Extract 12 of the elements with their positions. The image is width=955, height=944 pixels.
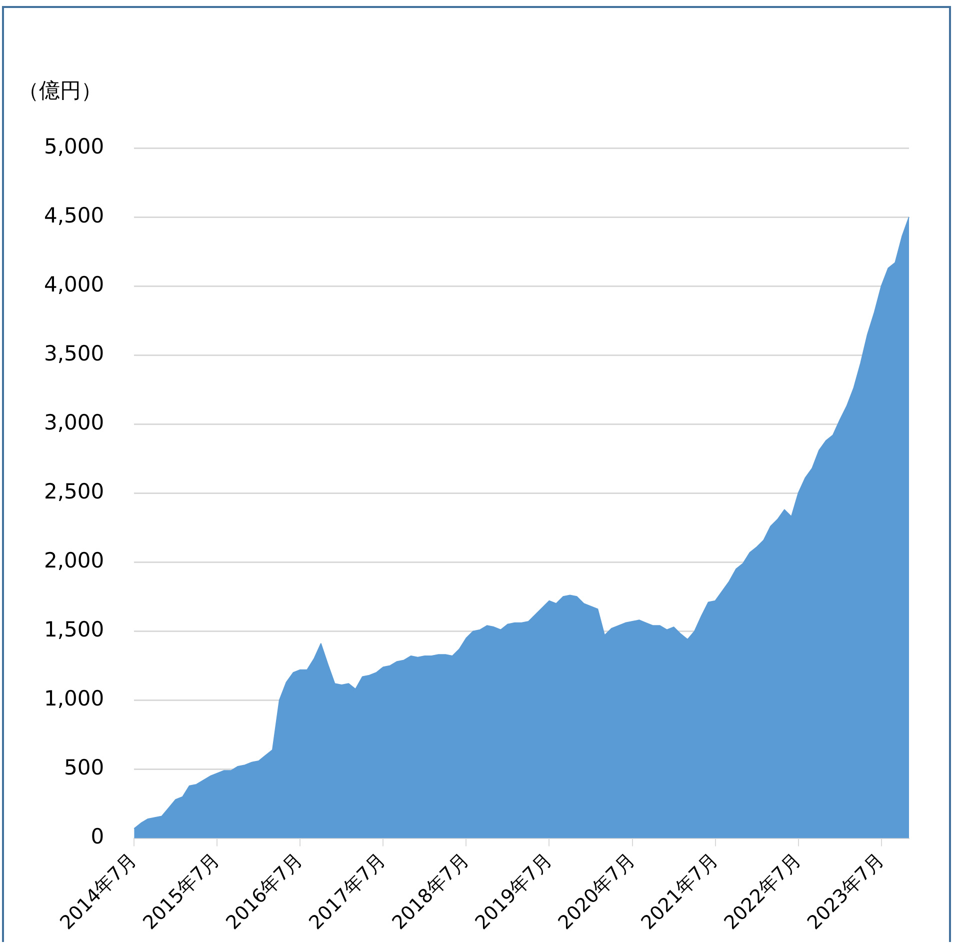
y-tick-label: 2,500 (44, 480, 104, 504)
y-tick-label: 4,000 (44, 272, 104, 297)
y-tick-label: 2,000 (44, 548, 104, 573)
y-tick-label: 4,500 (44, 203, 104, 228)
y-tick-label: 1,500 (44, 618, 104, 642)
y-tick-label: 0 (90, 824, 104, 849)
y-axis-title: （億円） (18, 78, 102, 102)
y-tick-label: 3,500 (44, 342, 104, 366)
y-tick-label: 1,000 (44, 686, 104, 711)
y-tick-label: 3,000 (44, 410, 104, 435)
y-tick-label: 500 (64, 756, 104, 780)
y-tick-label: 5,000 (44, 134, 104, 158)
